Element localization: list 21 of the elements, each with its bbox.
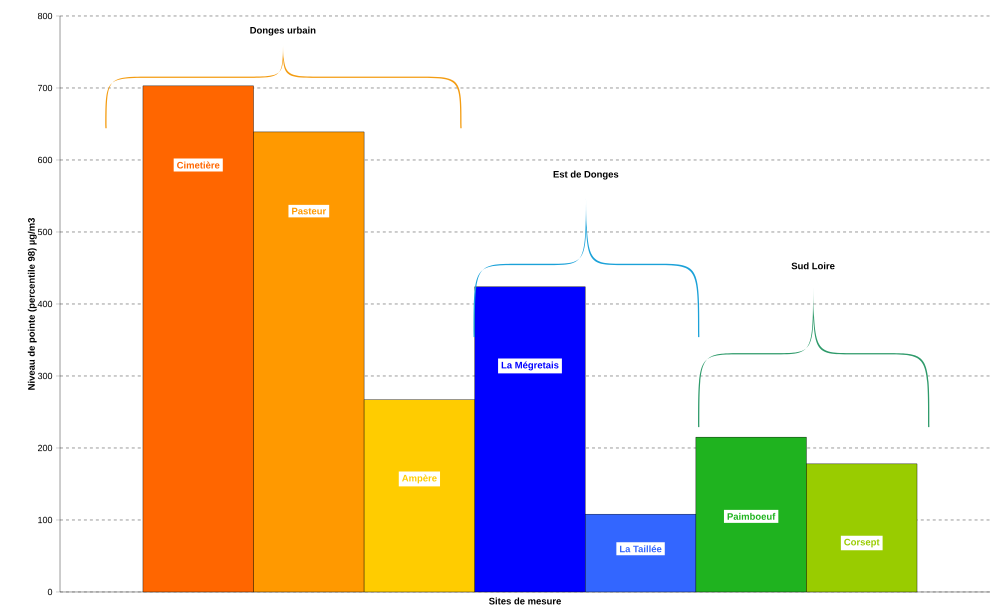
x-tick-label: Cimetière — [177, 162, 220, 169]
y-tick-label: 700 — [38, 84, 52, 92]
x-axis-title: Sites de mesure — [488, 598, 561, 604]
y-tick-label: 400 — [38, 300, 52, 308]
x-tick-label: Pasteur — [292, 208, 326, 214]
annotation: Donges urbain — [250, 26, 316, 36]
x-tick-label: La Taillée — [620, 545, 662, 552]
y-tick-label: 0 — [48, 588, 52, 596]
annotation: Sud Loire — [792, 262, 835, 270]
y-tick-label: 300 — [38, 372, 52, 380]
x-tick-label: Corsept — [844, 538, 880, 548]
y-tick-label: 800 — [38, 12, 52, 20]
x-tick-label: Ampère — [402, 474, 437, 484]
annotation: Est de Donges — [554, 170, 618, 180]
y-axis-title: Niveau de pointe (percentile 98) µg/m3 — [28, 218, 37, 390]
y-tick-label: 600 — [38, 156, 52, 164]
y-tick-label: 500 — [38, 228, 52, 236]
y-tick-label: 200 — [38, 444, 52, 452]
y-tick-label: 100 — [38, 516, 52, 524]
x-tick-label: La Mégretais — [502, 361, 559, 370]
x-tick-label: Paimboeuf — [728, 512, 776, 520]
